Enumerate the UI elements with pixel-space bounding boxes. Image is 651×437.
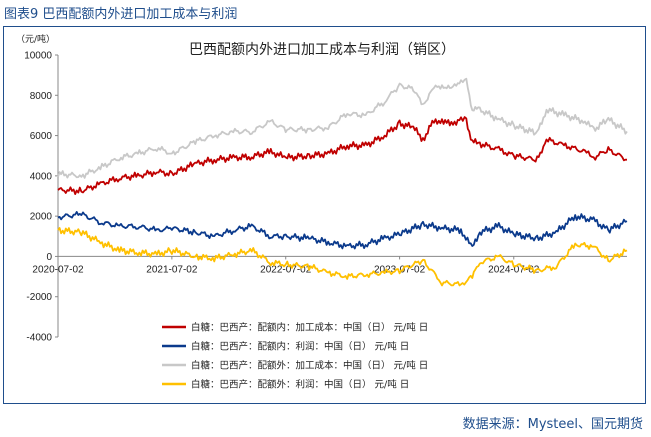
series-line-3: [57, 77, 628, 179]
y-tick-label: -4000: [26, 333, 52, 344]
chart-frame: [3, 26, 646, 404]
x-tick-label: 2022-07-02: [260, 264, 312, 275]
x-tick-label: 2021-07-02: [146, 264, 198, 275]
figure-label: 图表9 巴西配额内外进口加工成本与利润: [4, 7, 238, 22]
y-tick-label: 6000: [30, 131, 53, 142]
legend-label-2: 白糖：巴西产：配额内：利润：中国（日） 元/吨 日: [191, 341, 409, 353]
series-line-1: [57, 116, 627, 196]
x-tick-label: 2024-07-02: [488, 264, 540, 275]
legend-label-1: 白糖：巴西产：配额内：加工成本：中国（日） 元/吨 日: [191, 322, 428, 334]
y-tick-label: 0: [46, 252, 52, 263]
legend-label-4: 白糖：巴西产：配额外：利润：中国（日） 元/吨 日: [191, 379, 409, 391]
y-tick-label: 2000: [30, 212, 53, 223]
chart-title: 巴西配额内外进口加工成本与利润（销区）: [189, 42, 455, 58]
y-tick-label: 10000: [24, 51, 52, 62]
source-note: 数据来源：Mysteel、国元期货: [462, 417, 643, 432]
series-line-2: [57, 210, 628, 250]
x-tick-label: 2020-07-02: [32, 264, 84, 275]
y-tick-label: -2000: [26, 292, 52, 303]
x-tick-label: 2023-07-02: [374, 264, 426, 275]
y-unit-label: （元/吨）: [16, 33, 55, 45]
legend-label-3: 白糖：巴西产：配额外：加工成本：中国（日） 元/吨 日: [191, 360, 428, 372]
y-tick-label: 8000: [30, 91, 53, 102]
series-line-4: [57, 227, 628, 287]
y-tick-label: 4000: [30, 171, 53, 182]
